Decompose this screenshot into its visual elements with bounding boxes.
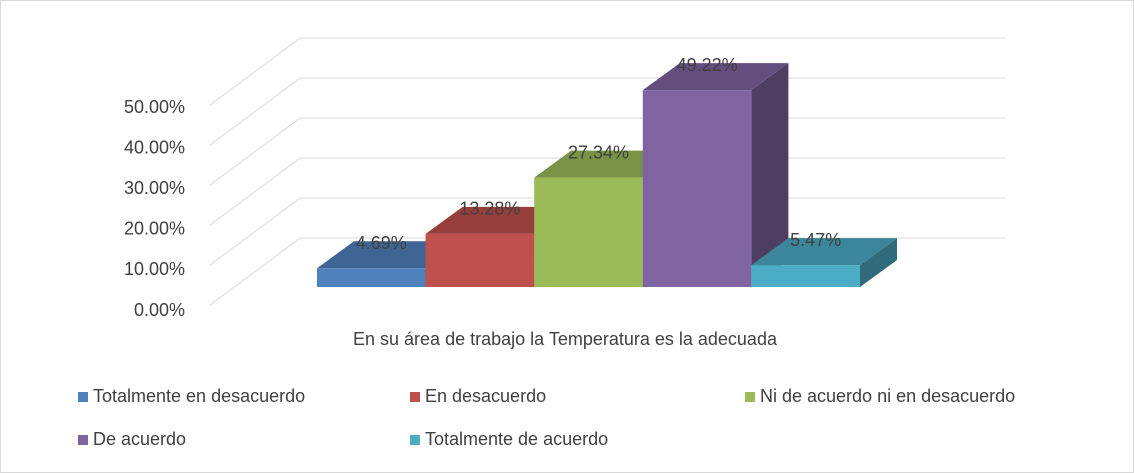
grid-line <box>209 37 1005 106</box>
legend-swatch <box>745 392 755 402</box>
legend-label: Totalmente de acuerdo <box>425 429 608 449</box>
bar <box>642 90 752 288</box>
bar-side <box>751 63 789 288</box>
legend-swatch <box>410 435 420 445</box>
legend-swatch <box>78 435 88 445</box>
bar <box>534 177 643 287</box>
y-tick-label: 30.00% <box>124 178 185 198</box>
data-label: 5.47% <box>790 230 841 250</box>
bar-top <box>642 63 789 91</box>
y-tick-label: 10.00% <box>124 259 185 279</box>
y-tick-label: 50.00% <box>124 97 185 117</box>
y-tick-label: 40.00% <box>124 137 185 157</box>
bar <box>425 233 535 287</box>
bar-top <box>751 238 897 266</box>
legend-label: En desacuerdo <box>425 386 546 406</box>
y-tick-label: 20.00% <box>124 219 185 239</box>
bar-side <box>860 238 897 287</box>
legend-label: Totalmente en desacuerdo <box>93 386 305 406</box>
data-label: 27.34% <box>568 142 629 162</box>
legend-label: De acuerdo <box>93 429 186 449</box>
data-label: 13.28% <box>459 199 520 219</box>
legend-label: Ni de acuerdo ni en desacuerdo <box>760 386 1015 406</box>
bar <box>317 268 426 287</box>
x-category-label: En su área de trabajo la Temperatura es … <box>353 329 778 349</box>
data-label: 4.69% <box>356 233 407 253</box>
y-tick-label: 0.00% <box>134 300 185 320</box>
bar <box>751 265 860 287</box>
data-label: 49.22% <box>677 55 738 75</box>
legend-swatch <box>78 392 88 402</box>
legend-swatch <box>410 392 420 402</box>
